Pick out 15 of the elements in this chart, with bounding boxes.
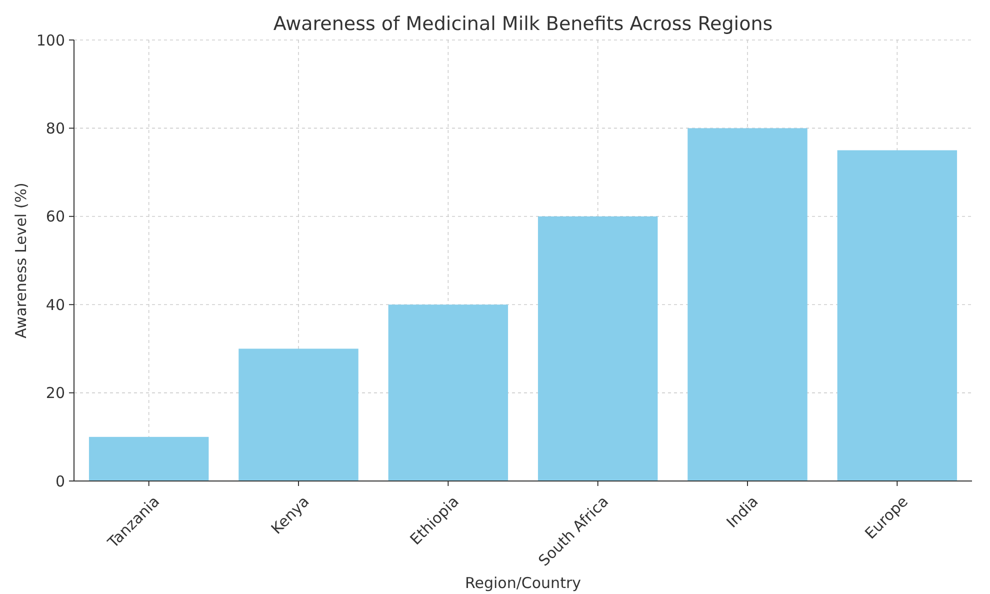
bar: [837, 150, 958, 481]
y-tick-label: 0: [55, 472, 65, 490]
y-tick-label: 60: [46, 208, 65, 226]
bar: [688, 128, 808, 481]
chart-title: Awareness of Medicinal Milk Benefits Across Regions: [273, 13, 773, 35]
bar: [538, 216, 658, 481]
bar: [88, 436, 209, 481]
y-axis-title: Awareness Level (%): [12, 182, 30, 338]
y-tick-label: 40: [46, 296, 65, 314]
y-tick-label: 20: [46, 384, 65, 402]
bar: [388, 304, 508, 481]
y-tick-label: 100: [36, 31, 65, 50]
x-axis-title: Region/Country: [465, 574, 582, 592]
y-tick-label: 80: [46, 119, 65, 138]
bar: [238, 348, 358, 481]
